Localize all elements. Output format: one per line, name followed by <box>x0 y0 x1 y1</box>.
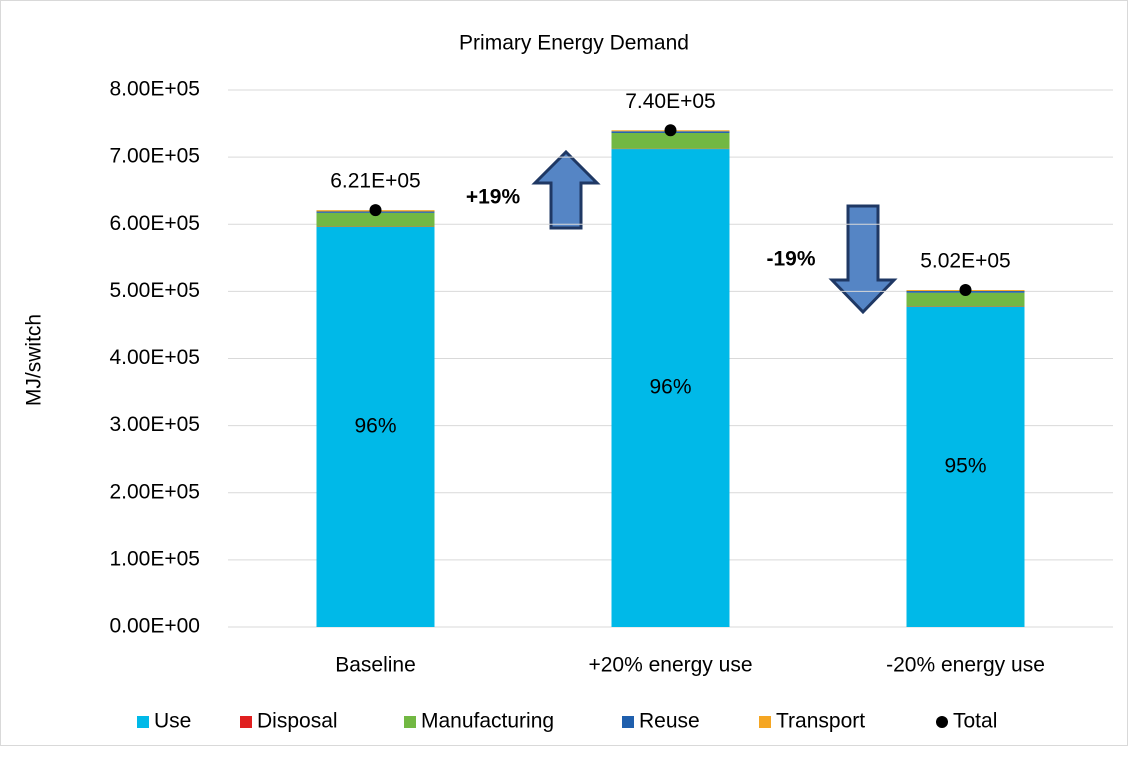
total-label: 6.21E+05 <box>330 170 421 193</box>
legend-swatch <box>404 716 416 728</box>
up-arrow <box>531 149 601 230</box>
y-tick-label: 7.00E+05 <box>109 145 200 168</box>
bar-segment <box>906 306 1025 627</box>
x-tick-label: +20% energy use <box>588 654 752 677</box>
y-tick-label: 2.00E+05 <box>109 480 200 503</box>
share-label: 95% <box>944 454 986 477</box>
y-tick-label: 6.00E+05 <box>109 212 200 235</box>
total-label: 7.40E+05 <box>625 90 716 113</box>
legend-marker <box>936 716 948 728</box>
chart-title: Primary Energy Demand <box>459 32 689 55</box>
y-axis-title: MJ/switch <box>23 314 46 406</box>
share-label: 96% <box>649 376 691 399</box>
legend-label: Reuse <box>639 710 700 733</box>
annotation: +19% <box>466 186 521 209</box>
total-point <box>664 124 677 137</box>
total-point <box>369 204 382 217</box>
annotation: -19% <box>766 248 815 271</box>
x-tick-label: -20% energy use <box>886 654 1045 677</box>
total-point <box>959 284 972 297</box>
bar-segment <box>316 212 435 227</box>
bar-segment <box>906 292 1025 307</box>
y-tick-label: 1.00E+05 <box>109 547 200 570</box>
legend-swatch <box>759 716 771 728</box>
total-label: 5.02E+05 <box>920 250 1011 273</box>
legend-swatch <box>137 716 149 728</box>
y-tick-label: 4.00E+05 <box>109 346 200 369</box>
x-tick-label: Baseline <box>335 654 416 677</box>
bar-segment <box>611 132 730 149</box>
share-label: 96% <box>354 415 396 438</box>
legend-label: Manufacturing <box>421 710 554 733</box>
legend-label: Total <box>953 710 997 733</box>
legend-label: Disposal <box>257 710 338 733</box>
legend-label: Use <box>154 710 191 733</box>
legend-swatch <box>240 716 252 728</box>
y-tick-label: 3.00E+05 <box>109 413 200 436</box>
down-arrow <box>828 204 898 315</box>
y-tick-label: 8.00E+05 <box>109 78 200 101</box>
legend-swatch <box>622 716 634 728</box>
y-tick-label: 5.00E+05 <box>109 279 200 302</box>
legend-label: Transport <box>776 710 865 733</box>
y-tick-label: 0.00E+00 <box>109 615 200 638</box>
bar-segment <box>316 226 435 627</box>
bar-segment <box>611 149 730 627</box>
